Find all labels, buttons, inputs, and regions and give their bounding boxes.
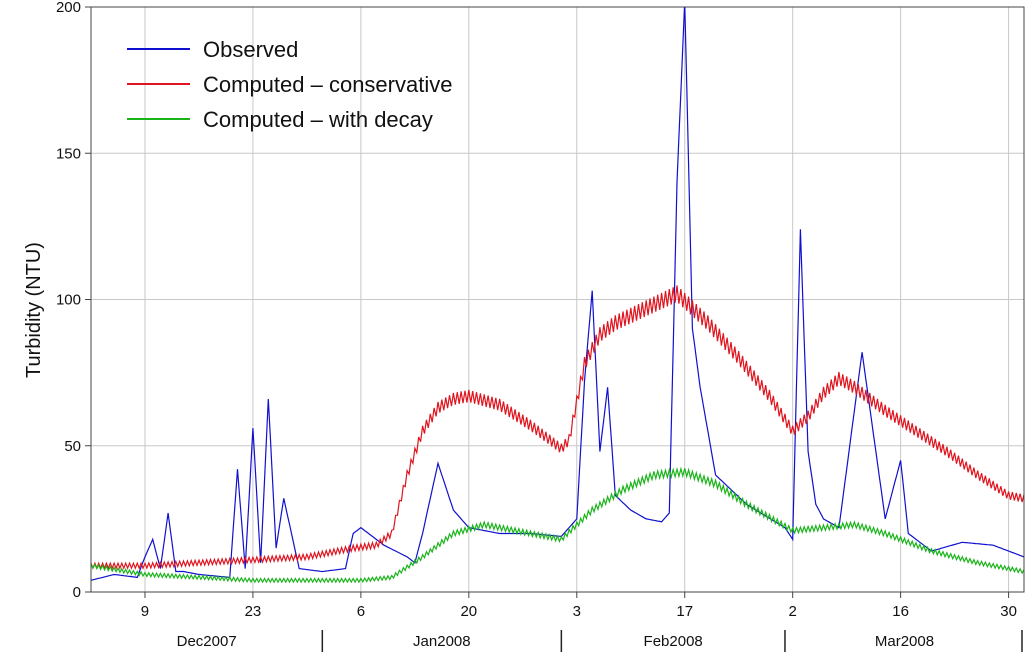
y-tick-label: 50 — [64, 438, 81, 455]
month-label: Dec2007 — [177, 633, 237, 650]
series-layer — [91, 7, 1024, 584]
legend-entry: Observed — [203, 37, 298, 62]
y-tick-label: 150 — [56, 145, 81, 162]
x-tick-label: 30 — [1000, 603, 1017, 620]
x-tick-label: 6 — [357, 603, 365, 620]
legend: Observed Computed – conservative Computed … — [127, 37, 452, 132]
month-label: Mar2008 — [875, 633, 934, 650]
x-tick-label: 16 — [892, 603, 909, 620]
legend-entry: Computed – with decay — [203, 107, 433, 132]
legend-entry: Computed – conservative — [203, 72, 452, 97]
y-tick-label: 200 — [56, 0, 81, 16]
series-line-computed-with-decay — [91, 466, 1024, 584]
x-tick-label: 2 — [789, 603, 797, 620]
x-tick-label: 17 — [676, 603, 693, 620]
y-tick-label: 0 — [73, 584, 81, 601]
axes: 0 50 100 150 200 9 23 6 20 3 17 2 16 30 Dec2007 Jan2008… — [56, 0, 1023, 652]
x-tick-label: 3 — [573, 603, 581, 620]
month-label: Jan2008 — [413, 633, 471, 650]
y-tick-label: 100 — [56, 292, 81, 309]
x-tick-label: 20 — [460, 603, 477, 620]
x-tick-label: 23 — [245, 603, 262, 620]
month-label: Feb2008 — [644, 633, 703, 650]
series-line-computed-conservative — [91, 285, 1024, 570]
y-axis-label: Turbidity (NTU) — [23, 242, 45, 378]
x-tick-label: 9 — [141, 603, 149, 620]
